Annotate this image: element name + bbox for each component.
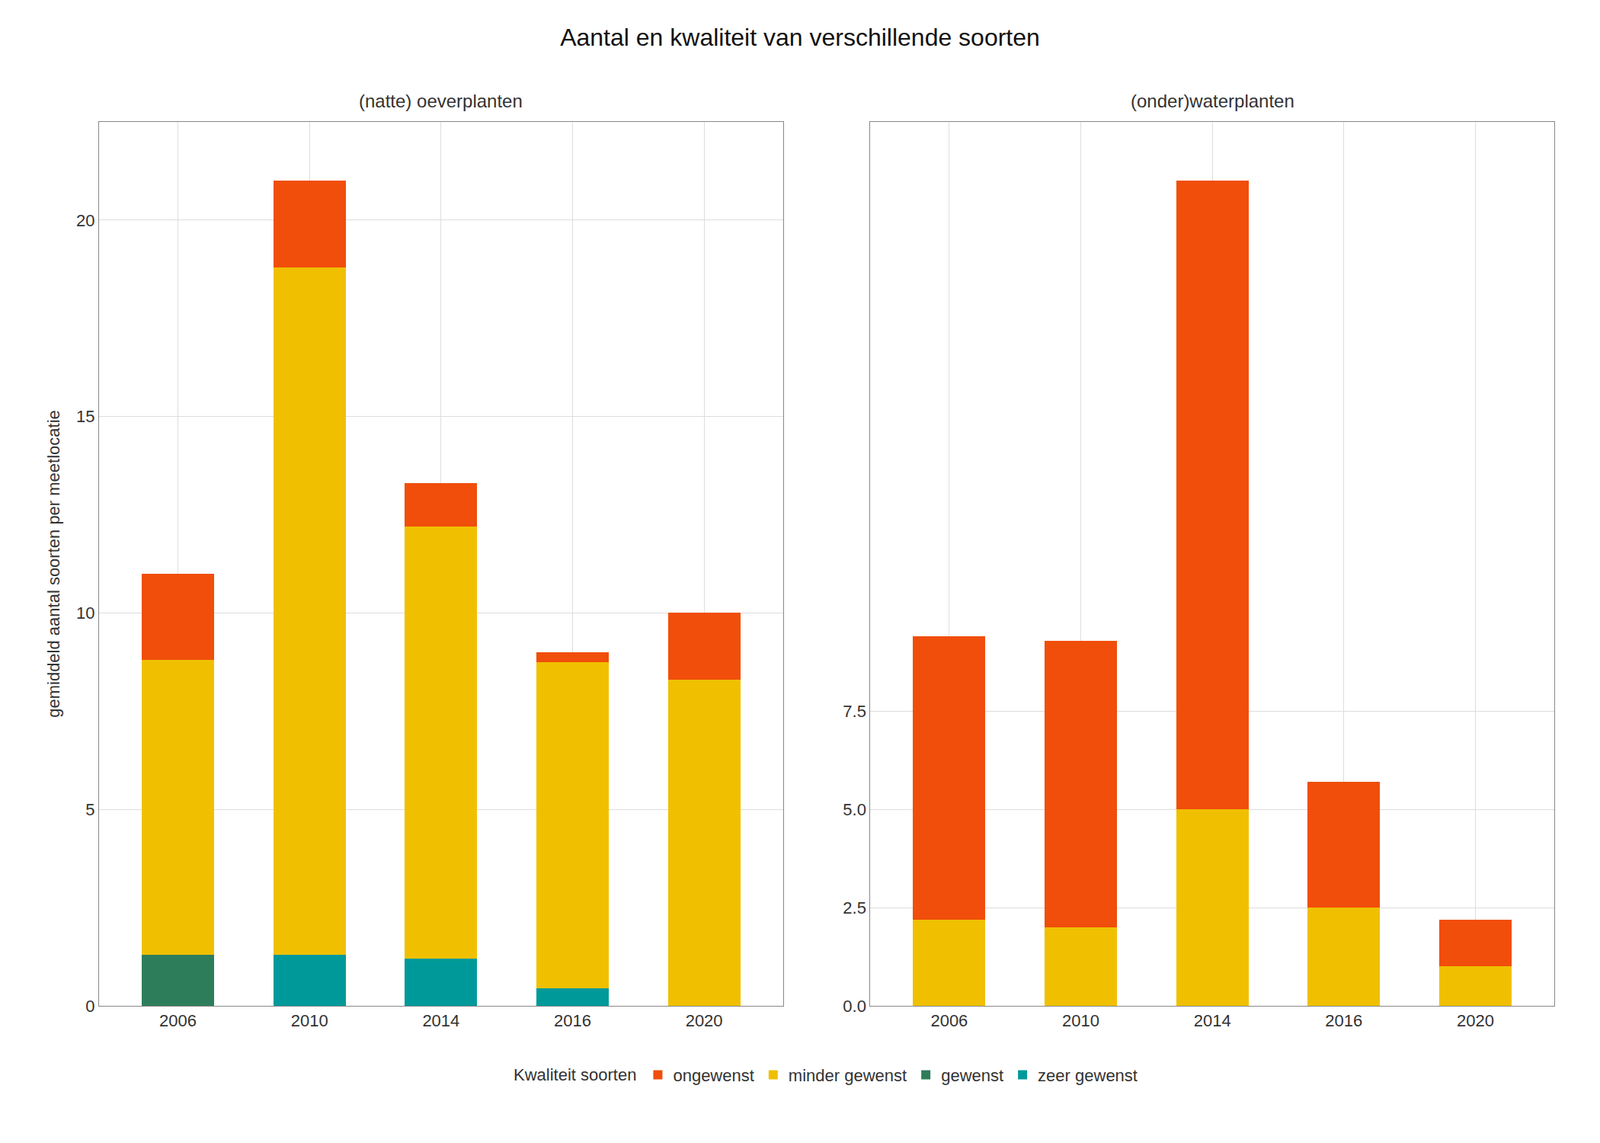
svg-text:20: 20	[76, 211, 95, 231]
svg-text:7.5: 7.5	[842, 701, 867, 721]
svg-text:2010: 2010	[1062, 1011, 1100, 1031]
svg-text:2006: 2006	[159, 1011, 197, 1031]
svg-text:(natte) oeverplanten: (natte) oeverplanten	[358, 90, 523, 112]
svg-text:2016: 2016	[1324, 1011, 1363, 1031]
svg-text:2.5: 2.5	[842, 898, 867, 918]
svg-text:(onder)waterplanten: (onder)waterplanten	[1130, 90, 1295, 112]
svg-text:zeer gewenst: zeer gewenst	[1037, 1065, 1138, 1085]
svg-text:Aantal en kwaliteit van versch: Aantal en kwaliteit van verschillende so…	[560, 23, 1040, 52]
svg-text:gemiddeld aantal soorten per m: gemiddeld aantal soorten per meetlocatie	[44, 409, 64, 718]
svg-text:Kwaliteit soorten: Kwaliteit soorten	[513, 1065, 637, 1085]
svg-text:15: 15	[76, 406, 95, 426]
svg-text:0.0: 0.0	[842, 996, 867, 1016]
svg-text:ongewenst: ongewenst	[672, 1065, 754, 1085]
svg-text:gewenst: gewenst	[940, 1065, 1004, 1085]
svg-text:10: 10	[76, 603, 95, 623]
svg-text:2006: 2006	[930, 1011, 968, 1031]
svg-text:2010: 2010	[291, 1011, 329, 1031]
svg-text:2020: 2020	[1456, 1011, 1495, 1031]
svg-text:minder gewenst: minder gewenst	[788, 1065, 907, 1085]
svg-text:5.0: 5.0	[842, 800, 867, 820]
svg-text:2014: 2014	[1193, 1011, 1232, 1031]
svg-text:2016: 2016	[553, 1011, 592, 1031]
svg-text:5: 5	[85, 800, 95, 820]
svg-text:0: 0	[85, 996, 95, 1016]
svg-text:2020: 2020	[685, 1011, 724, 1031]
svg-text:2014: 2014	[422, 1011, 460, 1031]
